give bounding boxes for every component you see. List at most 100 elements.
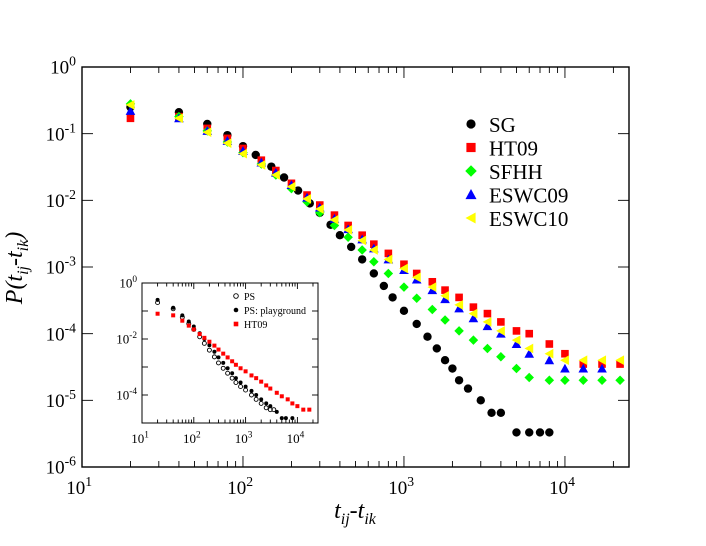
inset-series-ps bbox=[155, 300, 277, 413]
inset-x-tick-label: 103 bbox=[235, 431, 253, 446]
legend-marker bbox=[465, 212, 476, 224]
inset-data-point bbox=[290, 416, 295, 421]
data-point bbox=[427, 304, 438, 315]
inset-data-point bbox=[197, 332, 202, 337]
inset-data-point bbox=[186, 319, 191, 324]
inset-legend-marker bbox=[233, 307, 239, 313]
data-point bbox=[369, 269, 379, 278]
inset-data-point bbox=[221, 360, 226, 365]
data-point bbox=[448, 364, 457, 373]
inset-legend-item: HT09 bbox=[233, 320, 267, 331]
main-y-tick-label: 10-4 bbox=[46, 320, 77, 345]
inset-x-tick-label: 101 bbox=[131, 431, 149, 446]
main-y-tick-label: 10-6 bbox=[46, 454, 77, 479]
inset-data-point bbox=[171, 305, 176, 310]
data-point bbox=[482, 321, 493, 331]
data-point bbox=[454, 300, 464, 310]
inset-data-point bbox=[254, 376, 259, 381]
inset-data-point bbox=[279, 416, 284, 421]
data-point bbox=[511, 363, 522, 374]
legend-label: ESWC09 bbox=[489, 184, 568, 208]
data-point bbox=[441, 286, 449, 294]
inset-data-point bbox=[207, 343, 212, 348]
data-point bbox=[525, 428, 534, 437]
inset-data-point bbox=[233, 376, 238, 381]
data-point bbox=[476, 396, 485, 405]
inset-data-point bbox=[191, 327, 196, 332]
inset-legend-label: PS bbox=[244, 292, 255, 303]
main-y-tick-label: 10-1 bbox=[46, 120, 77, 145]
inset-data-point bbox=[274, 390, 279, 395]
inset-y-tick-label: 100 bbox=[119, 275, 137, 290]
data-point bbox=[597, 363, 607, 373]
legend-marker bbox=[466, 142, 476, 153]
data-point bbox=[535, 428, 545, 437]
inset-legend-item: PS bbox=[233, 292, 255, 303]
main-y-tick-label: 100 bbox=[50, 54, 76, 79]
data-point bbox=[279, 173, 289, 182]
inset-data-point bbox=[221, 351, 226, 356]
data-point bbox=[286, 181, 296, 192]
y-axis-label: P(tij-tik) bbox=[2, 232, 32, 305]
data-point bbox=[454, 303, 464, 313]
inset-data-point bbox=[225, 355, 230, 360]
inset-x-tick-label: 104 bbox=[287, 431, 305, 446]
inset-legend-label: PS: playground bbox=[244, 306, 306, 317]
inset-legend-item: PS: playground bbox=[233, 306, 306, 317]
data-point bbox=[487, 408, 496, 418]
data-point bbox=[400, 260, 408, 269]
inset-data-point bbox=[271, 407, 277, 413]
x-axis-label: tij-tik bbox=[334, 498, 377, 528]
data-point bbox=[383, 268, 394, 279]
inset-data-point bbox=[307, 407, 312, 412]
data-point bbox=[427, 285, 438, 295]
data-point bbox=[271, 170, 280, 180]
legend-item-sfhh: SFHH bbox=[465, 160, 543, 184]
main-plot: 101 102 103 104 100 10-1 10-2 10-3 10-4 10-5 10-6 t… bbox=[2, 54, 630, 528]
inset-data-point bbox=[233, 362, 238, 367]
main-x-tick-label: 102 bbox=[227, 474, 253, 499]
inset-data-point bbox=[259, 397, 264, 402]
data-point bbox=[597, 375, 607, 386]
legend-label: ESWC10 bbox=[489, 207, 568, 231]
inset-legend-marker bbox=[233, 321, 239, 327]
inset-data-point bbox=[230, 371, 235, 376]
inset-data-point bbox=[207, 339, 212, 344]
data-point bbox=[357, 235, 367, 246]
inset-data-point bbox=[201, 340, 207, 346]
data-point bbox=[524, 343, 534, 354]
series-eswc10 bbox=[125, 100, 625, 365]
data-point bbox=[524, 372, 534, 383]
inset-legend-marker bbox=[233, 293, 239, 299]
inset-data-point bbox=[155, 311, 160, 316]
data-point bbox=[125, 100, 135, 110]
data-point bbox=[616, 360, 624, 368]
data-point bbox=[468, 308, 478, 319]
data-point bbox=[369, 245, 378, 255]
inset-data-point bbox=[238, 366, 243, 371]
legend-label: SG bbox=[489, 113, 516, 137]
data-point bbox=[125, 106, 136, 115]
data-point bbox=[454, 326, 464, 336]
data-point bbox=[496, 326, 505, 336]
data-point bbox=[578, 355, 588, 365]
inset-data-point bbox=[220, 365, 226, 371]
data-point bbox=[482, 343, 493, 354]
inset-data-point bbox=[180, 318, 185, 323]
legend-marker bbox=[465, 188, 477, 200]
inset-data-point bbox=[243, 384, 248, 389]
data-point bbox=[544, 348, 554, 359]
data-point bbox=[544, 355, 555, 365]
data-point bbox=[432, 344, 442, 353]
data-point bbox=[525, 329, 534, 338]
legend-item-ht09: HT09 bbox=[466, 137, 538, 161]
data-point bbox=[174, 113, 183, 124]
legend-label: SFHH bbox=[489, 160, 543, 184]
data-point bbox=[412, 319, 421, 329]
inset-data-point bbox=[301, 407, 306, 412]
data-point bbox=[454, 376, 464, 385]
inset-data-point bbox=[225, 370, 231, 376]
data-point bbox=[256, 160, 266, 170]
inset-data-point bbox=[249, 373, 254, 378]
inset-data-point bbox=[268, 386, 273, 391]
